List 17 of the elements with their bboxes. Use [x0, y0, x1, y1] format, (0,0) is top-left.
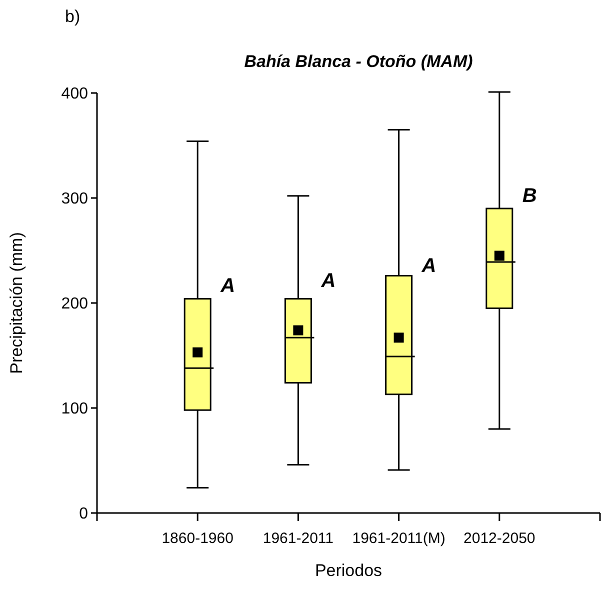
- x-tick-label: 1961-2011: [262, 530, 334, 547]
- y-axis-title: Precipitación (mm): [7, 232, 26, 374]
- text: b): [65, 7, 80, 26]
- chart-title: Bahía Blanca - Otoño (MAM): [244, 52, 474, 71]
- y-tick-label: 100: [61, 400, 88, 418]
- x-tick-label: 1961-2011(M): [352, 530, 446, 547]
- annotation: A: [320, 270, 336, 292]
- x-tick-label: 2012-2050: [464, 530, 536, 547]
- annotation: A: [220, 275, 236, 298]
- y-tick-label: 200: [61, 296, 88, 313]
- annotation: A: [420, 255, 436, 278]
- y-tick-label: 400: [61, 86, 88, 103]
- annotation: B: [522, 184, 537, 207]
- x-tick-label: 1860-1960: [162, 530, 234, 547]
- x-axis-title: Periodos: [314, 561, 382, 580]
- y-tick-label: 300: [61, 190, 88, 208]
- y-tick-label: 0: [79, 506, 88, 523]
